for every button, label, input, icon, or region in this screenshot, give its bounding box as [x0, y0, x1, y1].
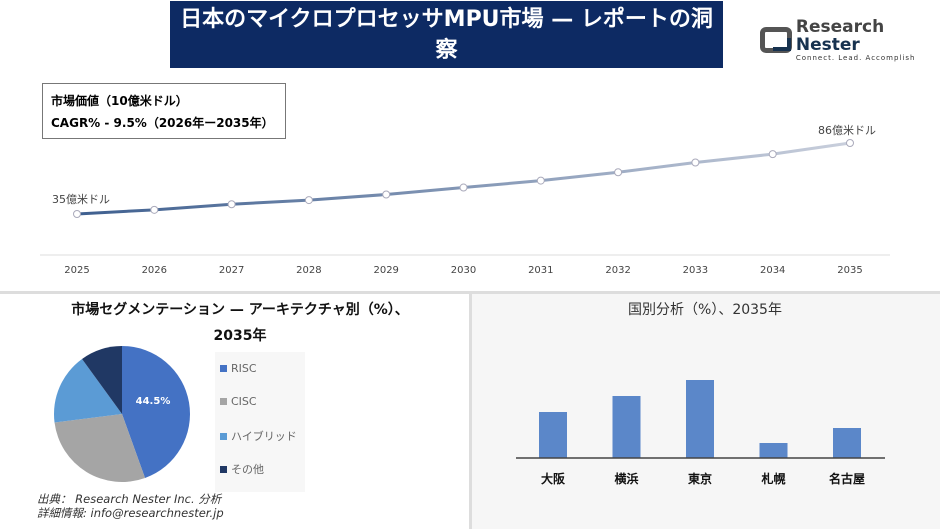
bar-東京 — [686, 380, 714, 458]
line-chart: 2025 2026 2027 2028 2029 2030 2031 2032 2033 2034… — [40, 124, 890, 276]
legend-swatch — [220, 465, 227, 473]
data-point — [382, 190, 391, 199]
data-point — [227, 200, 236, 209]
data-point — [614, 168, 623, 177]
bar-chart: 大阪 横浜 東京 札幌 名古屋 — [516, 380, 885, 486]
pie-slice-CISC — [54, 414, 146, 482]
logo-name: Research Nester — [795, 17, 885, 55]
market-value-label: 市場価値（10億米ドル） — [51, 94, 188, 108]
pie-slice-ハイブリッド — [53, 358, 122, 423]
pie-legend: RISC CISC ハイブリッド その他 — [215, 352, 305, 492]
x-tick-label: 2025 — [64, 265, 89, 276]
x-tick-label: 2034 — [760, 265, 785, 276]
logo: Research Nester Connect. Lead. Accomplish — [760, 18, 940, 62]
data-label: 44.5% — [136, 396, 171, 407]
contact-line: 詳細情報: info@researchnester.jp — [37, 506, 224, 520]
start-annotation: 35億米ドル — [52, 193, 110, 206]
x-tick-label: 2032 — [605, 265, 630, 276]
x-tick-label: 2035 — [837, 265, 862, 276]
data-point — [846, 139, 854, 147]
data-point — [459, 183, 468, 192]
x-tick-label: 札幌 — [760, 471, 785, 486]
data-point — [536, 176, 545, 185]
pie-chart: 44.5% — [53, 346, 190, 482]
x-tick-label: 2031 — [528, 265, 553, 276]
pie-title: 市場セグメンテーション — アーキテクチャ別（%）、2035年 — [71, 302, 409, 344]
series-line — [76, 141, 851, 216]
x-tick-label: 2029 — [373, 265, 398, 276]
x-tick-label: 大阪 — [541, 471, 566, 486]
pie-slice-その他 — [82, 346, 122, 414]
x-tick-label: 横浜 — [614, 471, 638, 486]
x-tick-label: 2027 — [219, 265, 244, 276]
x-tick-label: 2033 — [683, 265, 708, 276]
legend-swatch — [220, 365, 227, 372]
page-title: 日本のマイクロプロセッサMPU市場 — レポートの洞察 — [170, 1, 723, 68]
x-tick-label: 2028 — [296, 265, 321, 276]
legend-label: ハイブリッド — [231, 430, 297, 443]
legend-label: CISC — [231, 395, 257, 408]
logo-icon — [760, 27, 792, 53]
bar-title: 国別分析（%）、2035年 — [628, 302, 782, 318]
market-info-box: 市場価値（10億米ドル） CAGR% - 9.5%（2026年ー2035年） — [42, 83, 286, 139]
logo-tagline: Connect. Lead. Accomplish — [795, 54, 916, 62]
legend-item: その他 — [220, 461, 264, 477]
legend-label: RISC — [231, 362, 257, 375]
legend-swatch — [220, 432, 227, 440]
bar-札幌 — [759, 443, 788, 458]
data-point — [73, 210, 81, 218]
bar-名古屋 — [833, 428, 861, 458]
legend-item: RISC — [220, 362, 257, 375]
x-tick-label: 2026 — [142, 265, 167, 276]
x-tick-label: 名古屋 — [829, 471, 865, 486]
data-point — [691, 158, 700, 167]
legend-swatch — [220, 398, 227, 405]
legend-label: その他 — [231, 463, 264, 476]
end-annotation: 86億米ドル — [818, 124, 876, 137]
x-tick-label: 東京 — [688, 471, 712, 486]
x-tick-label: 2030 — [451, 265, 476, 276]
bar-大阪 — [539, 412, 567, 458]
legend-item: ハイブリッド — [220, 428, 297, 444]
divider — [469, 291, 472, 529]
data-point — [150, 205, 159, 214]
cagr-label: CAGR% - 9.5%（2026年ー2035年） — [51, 116, 274, 130]
data-point — [768, 150, 777, 159]
legend-item: CISC — [220, 395, 257, 408]
data-point — [304, 196, 313, 205]
bar-横浜 — [612, 396, 641, 458]
source-note: 出典： Research Nester Inc. 分析 詳細情報: info@r… — [37, 492, 224, 520]
source-line: 出典： Research Nester Inc. 分析 — [37, 492, 222, 506]
pie-slice-RISC — [122, 346, 190, 478]
